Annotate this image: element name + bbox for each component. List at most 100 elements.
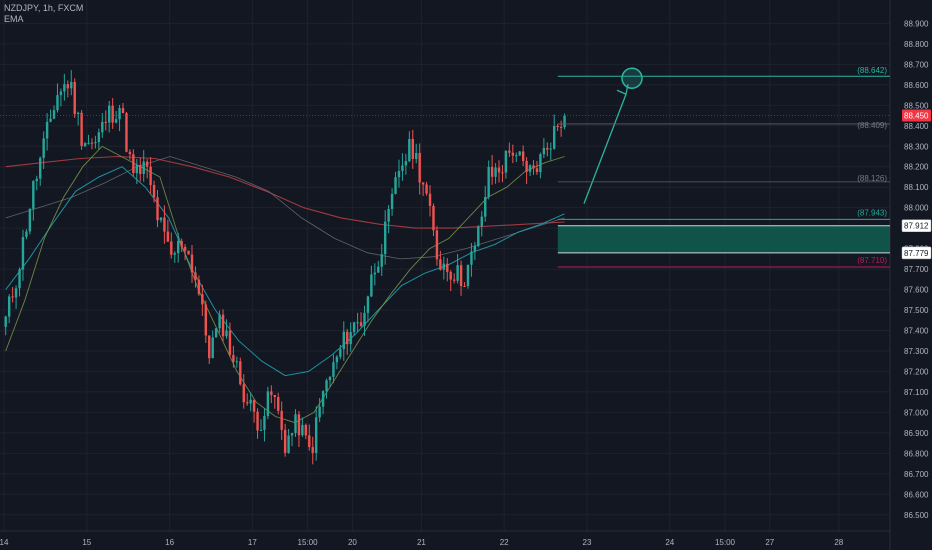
candle (232, 345, 235, 368)
candle-body (256, 411, 259, 431)
candle (314, 406, 318, 461)
candle-body (442, 263, 446, 270)
candle-body (535, 168, 539, 173)
candle (401, 153, 404, 181)
candles (4, 70, 566, 465)
candle (208, 335, 211, 364)
candle-body (11, 296, 14, 298)
candle (311, 436, 314, 465)
candle-body (456, 265, 459, 281)
time-tick-label: 15 (82, 538, 91, 547)
candle (539, 152, 542, 179)
candle (425, 181, 428, 196)
candle (528, 164, 532, 177)
candle (283, 423, 287, 457)
levels: (88.642) (88.409) (88.126) (87.943) (87.710) (0, 66, 890, 268)
projection-arrow-head (616, 84, 629, 96)
candle (370, 265, 373, 298)
candle (294, 409, 297, 437)
candle-body (484, 197, 487, 217)
candle-body (287, 435, 290, 453)
candle-body (373, 272, 377, 275)
candle-body (501, 172, 504, 174)
candle (142, 150, 145, 182)
candle-body (387, 208, 390, 222)
candle (563, 113, 566, 130)
grid (0, 0, 891, 550)
candle (83, 142, 87, 148)
candle-body (421, 182, 425, 185)
candle (187, 250, 190, 255)
candle (21, 229, 25, 281)
candle-body (339, 349, 342, 357)
candle (366, 295, 370, 323)
candle (280, 401, 283, 441)
candle (380, 244, 383, 276)
candle-body (218, 314, 221, 329)
candle (249, 392, 252, 412)
candle-body (401, 165, 404, 171)
candle (4, 315, 7, 336)
candle (525, 157, 528, 184)
candle-body (56, 95, 59, 111)
candle (466, 264, 470, 289)
candle-body (39, 157, 42, 179)
candle-body (45, 121, 49, 139)
time-axis: 14 15 16 17 15:00 20 21 22 23 24 15:00 27 28 (0, 538, 844, 547)
candle-body (90, 142, 94, 144)
candle (352, 321, 356, 336)
candle (245, 393, 249, 406)
ema-lines (5, 145, 565, 424)
candle-body (263, 415, 266, 430)
candle-body (208, 335, 211, 359)
candle (256, 408, 259, 439)
candle (190, 245, 194, 283)
candle-body (425, 184, 428, 194)
candle (101, 113, 104, 138)
candle-body (497, 167, 501, 173)
candle (214, 327, 218, 338)
candle (18, 267, 21, 297)
candle-body (311, 447, 314, 453)
candle (356, 312, 359, 333)
candle-body (242, 384, 245, 403)
candle-body (42, 138, 45, 158)
candle (35, 175, 38, 191)
candle (394, 171, 397, 195)
candle (373, 263, 377, 286)
candle-body (504, 150, 508, 173)
ema-mid-line (5, 166, 565, 377)
candle (7, 294, 11, 324)
candle-body (480, 216, 483, 227)
candle (442, 256, 446, 280)
candle (90, 138, 94, 150)
candle (176, 232, 180, 263)
candle (166, 219, 170, 243)
candle-body (370, 274, 373, 297)
candle (170, 232, 173, 259)
candle (76, 111, 80, 126)
target-circle (621, 67, 643, 89)
candle (439, 250, 442, 271)
candle-body (173, 253, 176, 255)
candle-body (273, 394, 277, 398)
candle-body (66, 84, 70, 89)
candle (497, 160, 501, 183)
candle (521, 145, 525, 166)
candle-body (83, 143, 87, 146)
candle (259, 419, 263, 432)
price-axis: 88.900 88.800 88.700 88.600 88.500 88.400 88.3… (901, 19, 932, 520)
candle-body (290, 433, 294, 436)
candle (549, 142, 552, 161)
candle-body (76, 112, 80, 115)
candle-body (21, 237, 25, 270)
candle-body (176, 240, 180, 254)
candle-body (28, 208, 32, 232)
candle (339, 344, 342, 360)
candle (45, 113, 49, 151)
demand-zone (557, 225, 890, 253)
candle-body (487, 166, 490, 198)
candle (108, 100, 111, 133)
current-price-badge-text: 88.450 (904, 112, 929, 121)
